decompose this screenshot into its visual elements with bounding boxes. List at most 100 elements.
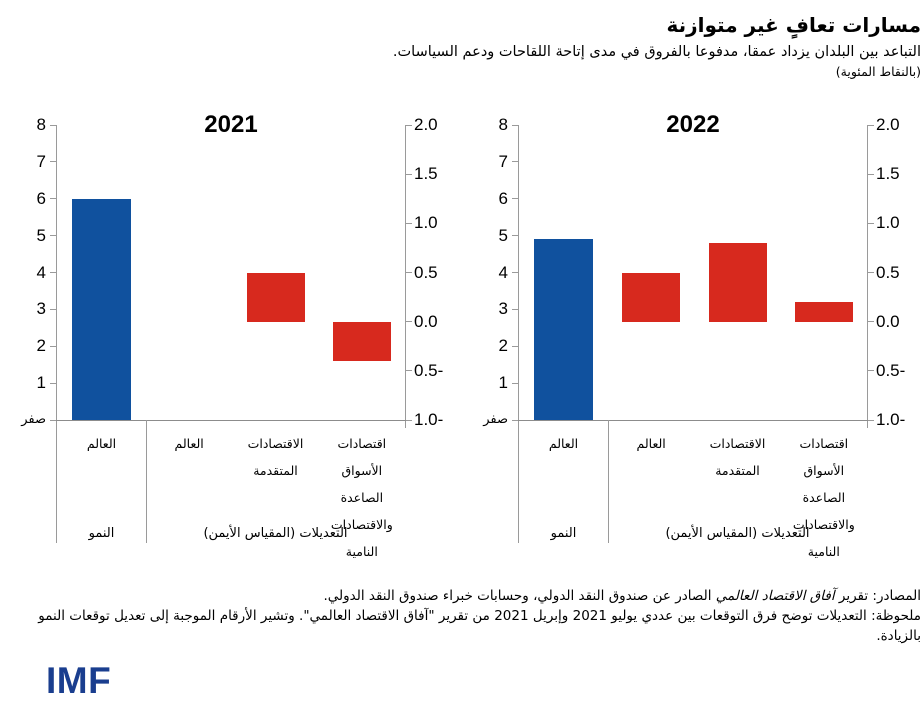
figure-units-note: (بالنقاط المئوية) <box>835 64 921 79</box>
right-axis-tick-label: 1.5 <box>876 164 900 184</box>
right-axis-tick-label: 0.5 <box>876 262 900 282</box>
category-label: العالم <box>174 436 204 451</box>
left-axis-tick <box>512 345 518 347</box>
left-axis-tick <box>50 272 56 273</box>
left-axis-tick <box>512 419 518 421</box>
left-axis-tick-label: 7 <box>36 151 46 171</box>
right-axis-tick-label: 1.5 <box>414 164 438 184</box>
chart-2022: 2022 8 7 6 5 4 3 2 1 صفر 2.0 1.5 1.0 0.5 0.0 0.5- 1.0- ال… <box>462 108 924 560</box>
right-axis-tick <box>406 321 412 323</box>
methodology-note: ملحوظة: التعديلات توضح فرق التوقعات بين … <box>38 608 921 644</box>
panel-label-adjustments: التعديلات (المقياس الأيمن) <box>203 526 348 541</box>
right-axis-tick <box>868 321 874 323</box>
x-axis-baseline <box>56 420 406 421</box>
growth-bar <box>534 239 593 420</box>
left-axis-tick <box>512 235 518 237</box>
right-axis-line <box>405 125 406 428</box>
panel-label-growth: النمو <box>550 526 577 541</box>
growth-bar <box>72 198 131 420</box>
right-axis-tick-label: 1.0- <box>414 410 444 429</box>
right-axis-tick <box>868 222 874 224</box>
category-label: العالم <box>636 436 666 451</box>
panel-divider-line <box>146 420 147 543</box>
left-axis-tick-label: 3 <box>36 299 46 319</box>
right-axis-tick-label: 2.0 <box>414 115 438 134</box>
left-axis-tick <box>50 124 56 126</box>
right-axis-tick <box>868 173 874 175</box>
left-axis-tick-label: 2 <box>36 336 46 356</box>
left-axis-tick-label: 2 <box>498 336 508 356</box>
left-axis-tick <box>512 382 518 384</box>
right-axis-tick-label: 2.0 <box>876 115 900 134</box>
left-axis-tick <box>50 419 56 421</box>
panel-label-adjustments: التعديلات (المقياس الأيمن) <box>665 526 810 541</box>
category-label: الاقتصادات المتقدمة <box>709 436 766 478</box>
right-axis-tick <box>406 419 412 421</box>
source-suffix: الصادر عن صندوق النقد الدولي، وحسابات خب… <box>323 588 716 604</box>
left-axis-tick <box>50 198 56 200</box>
right-axis-tick-label: 1.0 <box>414 213 438 233</box>
right-axis-tick <box>406 272 412 273</box>
left-axis-tick <box>50 161 56 163</box>
source-note: المصادر: تقرير آفاق الاقتصاد العالمي الص… <box>18 586 921 606</box>
panel-divider-line <box>608 420 609 543</box>
left-axis-tick-label: 7 <box>498 151 508 171</box>
left-axis-tick-label: 4 <box>36 262 46 282</box>
left-axis-tick <box>512 161 518 163</box>
chart-year-title: 2021 <box>204 111 258 138</box>
left-axis-tick-label: 4 <box>498 262 508 282</box>
figure-title: مسارات تعافٍ غير متوازنة <box>666 13 921 37</box>
left-axis-tick <box>50 235 56 237</box>
left-axis-tick-label: 5 <box>498 225 508 245</box>
category-label: العالم <box>86 436 117 451</box>
figure-footer: المصادر: تقرير آفاق الاقتصاد العالمي الص… <box>18 586 921 646</box>
left-axis-tick-label: صفر <box>21 412 46 427</box>
chart-year-title: 2022 <box>666 111 720 138</box>
right-axis-tick <box>868 124 874 126</box>
right-axis-tick <box>406 173 412 175</box>
left-axis-tick <box>50 382 56 384</box>
category-label: اقتصادات الأسواق الصاعدة والاقتصادات الن… <box>792 436 855 559</box>
left-axis-line <box>56 125 57 543</box>
left-axis-tick-label: 1 <box>498 373 508 393</box>
left-axis-tick-label: صفر <box>483 412 508 427</box>
right-axis-tick <box>406 222 412 224</box>
right-axis-tick <box>406 124 412 126</box>
adjustment-bar <box>622 272 681 322</box>
category-label: اقتصادات الأسواق الصاعدة والاقتصادات الن… <box>330 436 393 559</box>
left-axis-tick <box>512 198 518 200</box>
left-axis-tick <box>50 308 56 310</box>
chart-2021: 2021 8 7 6 5 4 3 2 1 صفر 2.0 1.5 1.0 0.5 0.0 0.5- 1.0- ال… <box>0 108 462 560</box>
right-axis-tick-label: 0.0 <box>876 311 900 331</box>
adjustment-bar <box>708 243 767 322</box>
left-axis-tick <box>50 345 56 347</box>
category-label: الاقتصادات المتقدمة <box>247 436 304 478</box>
left-axis-tick-label: 8 <box>498 115 508 134</box>
right-axis-line <box>867 125 868 428</box>
left-axis-tick-label: 1 <box>36 373 46 393</box>
left-axis-tick <box>512 308 518 310</box>
right-axis-tick <box>406 370 412 372</box>
right-axis-tick-label: 1.0 <box>876 213 900 233</box>
left-axis-tick-label: 6 <box>36 188 46 208</box>
adjustment-bar <box>332 321 391 361</box>
x-axis-baseline <box>518 420 868 421</box>
adjustment-bar <box>246 272 305 322</box>
right-axis-tick-label: 0.5- <box>414 360 444 380</box>
panel-label-growth: النمو <box>88 526 115 541</box>
right-axis-tick <box>868 272 874 273</box>
source-report-name: آفاق الاقتصاد العالمي <box>715 588 835 604</box>
right-axis-tick-label: 0.0 <box>414 311 438 331</box>
left-axis-tick-label: 5 <box>36 225 46 245</box>
right-axis-tick-label: 0.5- <box>876 360 906 380</box>
figure-header: مسارات تعافٍ غير متوازنة التباعد بين الب… <box>0 12 921 80</box>
right-axis-tick-label: 1.0- <box>876 410 906 429</box>
left-axis-tick-label: 8 <box>36 115 46 134</box>
left-axis-tick-label: 3 <box>498 299 508 319</box>
figure-subtitle: التباعد بين البلدان يزداد عمقا، مدفوعا ب… <box>392 44 921 60</box>
left-axis-tick <box>512 124 518 126</box>
left-axis-line <box>518 125 519 543</box>
category-label: العالم <box>548 436 579 451</box>
right-axis-tick <box>868 419 874 421</box>
